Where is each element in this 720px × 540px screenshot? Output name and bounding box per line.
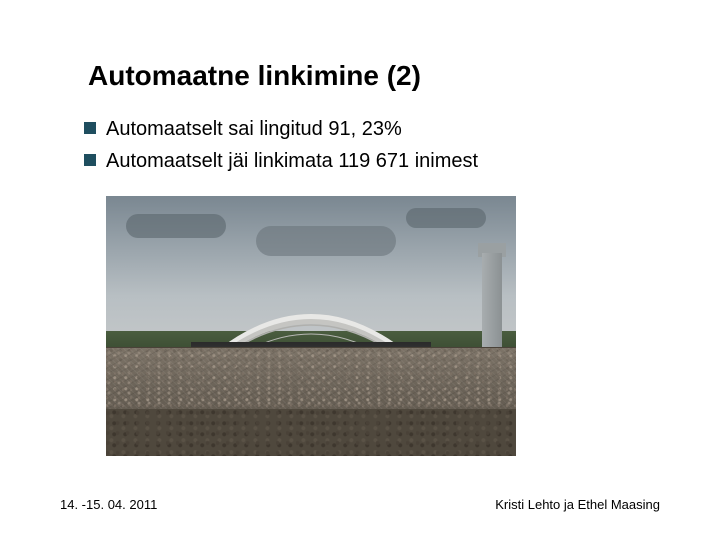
slide: Automaatne linkimine (2) Automaatselt sa…	[0, 0, 720, 540]
slide-footer: 14. -15. 04. 2011 Kristi Lehto ja Ethel …	[60, 497, 660, 512]
image-container	[106, 196, 660, 456]
bullet-text: Automaatselt sai lingitud 91, 23%	[106, 116, 402, 142]
song-festival-photo	[106, 196, 516, 456]
footer-authors: Kristi Lehto ja Ethel Maasing	[495, 497, 660, 512]
square-bullet-icon	[84, 122, 96, 134]
bullet-item: Automaatselt sai lingitud 91, 23%	[84, 116, 660, 142]
bullet-text: Automaatselt jäi linkimata 119 671 inime…	[106, 148, 478, 174]
bullet-list: Automaatselt sai lingitud 91, 23% Automa…	[84, 116, 660, 180]
bullet-item: Automaatselt jäi linkimata 119 671 inime…	[84, 148, 660, 174]
crowd-foreground	[106, 409, 516, 456]
cloud	[406, 208, 486, 228]
cloud	[256, 226, 396, 256]
slide-title: Automaatne linkimine (2)	[88, 60, 660, 92]
cloud	[126, 214, 226, 238]
footer-date: 14. -15. 04. 2011	[60, 497, 157, 512]
square-bullet-icon	[84, 154, 96, 166]
